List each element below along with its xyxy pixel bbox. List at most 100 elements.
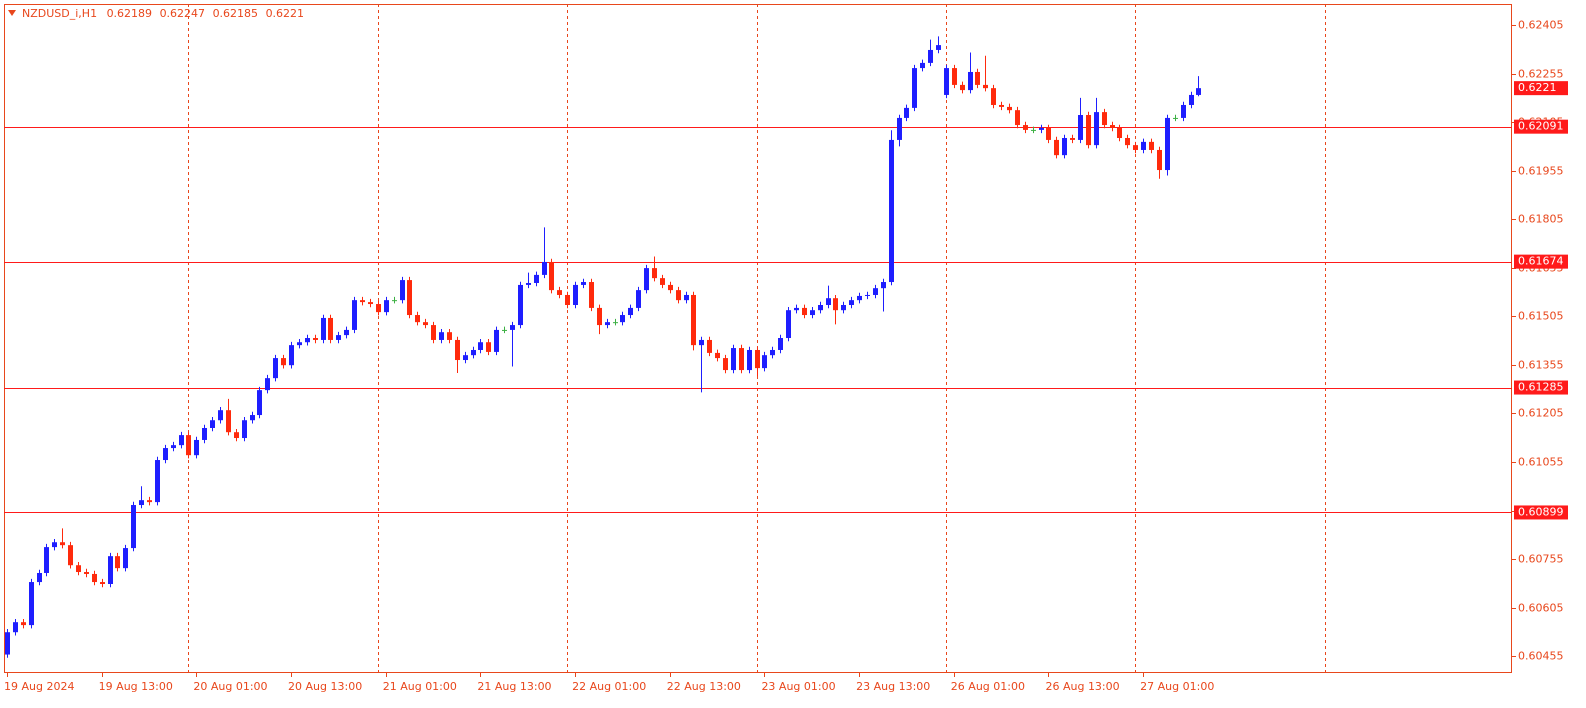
y-tick-label: 0.62255 [1518, 68, 1564, 81]
candle-body [1189, 94, 1194, 105]
x-tick-label: 27 Aug 01:00 [1140, 680, 1214, 693]
candle-body [92, 573, 97, 583]
candle-body [336, 335, 341, 340]
y-tick-label: 0.60755 [1518, 553, 1564, 566]
candle-body [1054, 139, 1059, 156]
candle-body [841, 305, 846, 311]
candle-body [968, 71, 973, 91]
candle-body [407, 280, 412, 316]
candle-body [565, 294, 570, 306]
candle-body [589, 282, 594, 308]
candle-body [84, 572, 89, 574]
candle-body [313, 338, 318, 340]
candle-body [684, 294, 689, 301]
level-box [1514, 505, 1568, 520]
candle-body [668, 284, 673, 291]
candle-body [423, 322, 428, 326]
x-tick-label: 23 Aug 13:00 [856, 680, 930, 693]
candle-body [186, 435, 191, 456]
candle-body [321, 317, 326, 340]
candle-body [904, 107, 909, 118]
candle-body [171, 445, 176, 449]
candle-body [250, 415, 255, 421]
candle-body [944, 68, 949, 95]
x-tick-label: 22 Aug 01:00 [572, 680, 646, 693]
x-tick-label: 19 Aug 13:00 [99, 680, 173, 693]
candle-body [328, 317, 333, 340]
y-tick-label: 0.61505 [1518, 310, 1564, 323]
x-tick-label: 22 Aug 13:00 [667, 680, 741, 693]
candle-body [289, 345, 294, 366]
close-value: 0.6221 [266, 7, 305, 20]
candle-body [21, 622, 26, 626]
candle-body [344, 329, 349, 336]
candle-body [202, 427, 207, 440]
candle-body [76, 565, 81, 573]
candle-body [1149, 141, 1154, 150]
candle-body [960, 84, 965, 91]
candle-body [889, 139, 894, 283]
candle-body [100, 582, 105, 584]
candle-body [131, 505, 136, 549]
candle-body [1110, 125, 1115, 128]
candle-body [455, 339, 460, 361]
x-tick-label: 21 Aug 13:00 [477, 680, 551, 693]
candle-body [1102, 112, 1107, 126]
candle-body [1141, 141, 1146, 150]
candle-body [297, 342, 302, 346]
candle-body [60, 542, 65, 546]
candle-body [68, 545, 73, 566]
candle-body [542, 261, 547, 275]
y-tick-label: 0.62405 [1518, 19, 1564, 32]
candle-body [502, 329, 507, 331]
candle-body [778, 338, 783, 350]
candle-body [179, 435, 184, 446]
candle-body [29, 582, 34, 626]
candle-body [108, 556, 113, 584]
candle-body [707, 339, 712, 353]
candle-body [1086, 115, 1091, 146]
candle-body [1165, 117, 1170, 171]
candle-body [37, 572, 42, 583]
open-value: 0.62189 [107, 7, 153, 20]
candle-body [1015, 110, 1020, 126]
candle-body [928, 49, 933, 63]
candle-body [762, 355, 767, 369]
candle-body [897, 117, 902, 140]
candle-body [1196, 88, 1201, 95]
level-label: 0.61674 [1518, 255, 1564, 268]
candle-body [1031, 129, 1036, 131]
candle-body [912, 68, 917, 108]
candle-body [526, 282, 531, 285]
candle-body [810, 310, 815, 316]
candle-body [5, 632, 10, 655]
current-price-box [1514, 81, 1568, 96]
candle-body [1173, 117, 1178, 119]
candle-body [494, 329, 499, 352]
candle-body [826, 298, 831, 306]
candle-body [770, 349, 775, 356]
candle-body [699, 339, 704, 346]
candle-body [581, 282, 586, 285]
candle-body [613, 322, 618, 324]
candle-body [226, 410, 231, 433]
candle-body [865, 294, 870, 296]
candle-body [281, 358, 286, 366]
candle-body [305, 338, 310, 343]
candle-body [52, 542, 57, 548]
candle-body [1117, 127, 1122, 138]
x-tick-label: 19 Aug 2024 [4, 680, 74, 693]
collapse-triangle[interactable] [8, 10, 16, 16]
x-tick-label: 26 Aug 01:00 [951, 680, 1025, 693]
y-tick-label: 0.61055 [1518, 456, 1564, 469]
candle-body [660, 278, 665, 285]
high-value: 0.62247 [160, 7, 206, 20]
candle-body [431, 325, 436, 340]
candle-body [999, 104, 1004, 107]
candle-body [849, 300, 854, 306]
level-label: 0.61285 [1518, 381, 1564, 394]
candle-body [273, 358, 278, 379]
candle-body [715, 352, 720, 359]
candle-body [983, 84, 988, 89]
